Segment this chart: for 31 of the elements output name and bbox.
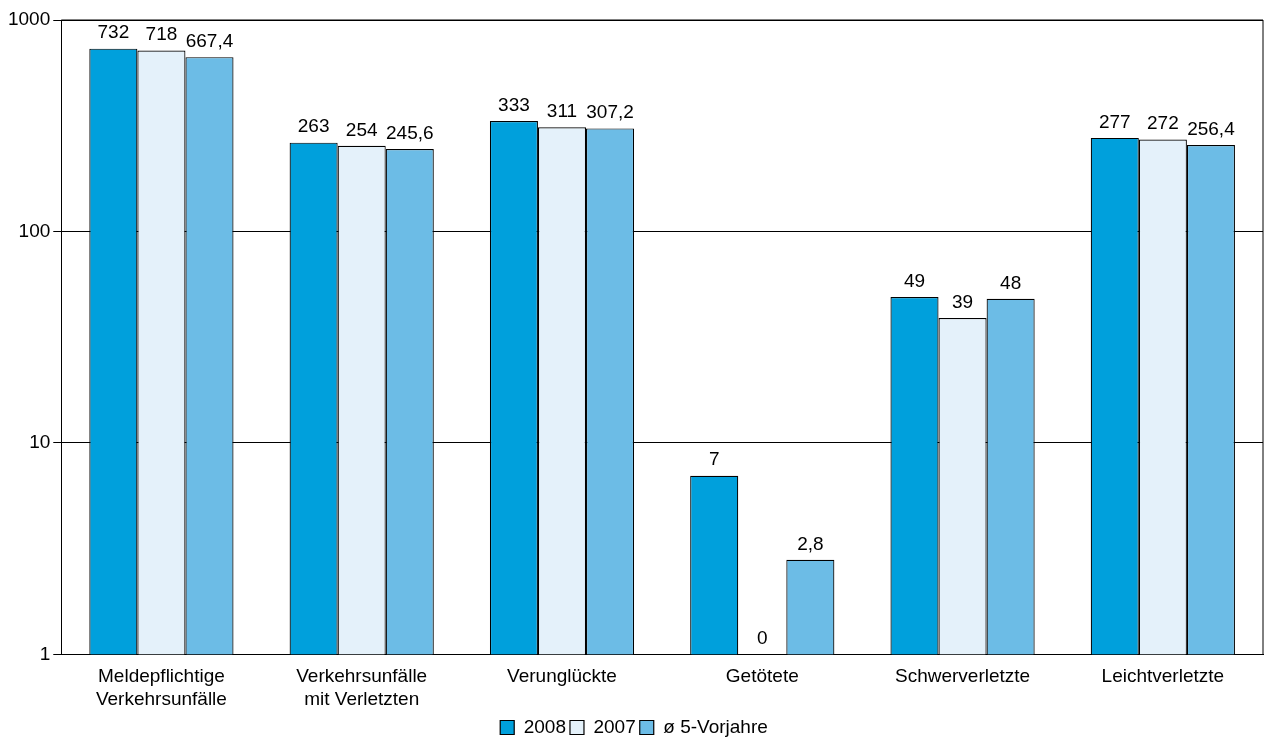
x-tick-label: Leichtverletzte <box>1101 665 1225 687</box>
data-label: 49 <box>903 269 926 291</box>
data-label: 277 <box>1098 110 1131 132</box>
data-label: 7 <box>708 448 720 470</box>
data-label: 48 <box>1000 271 1022 293</box>
data-label: 245,6 <box>386 121 434 143</box>
data-label: 272 <box>1147 112 1179 134</box>
x-tick-label: Schwerverletzte <box>894 665 1031 687</box>
data-label: 307,2 <box>586 101 634 123</box>
data-label: 39 <box>952 290 974 312</box>
x-tick-label: Getötete <box>725 665 799 687</box>
y-tick-label: 100 <box>18 219 51 241</box>
data-label: 333 <box>498 93 530 115</box>
data-label: 667,4 <box>185 29 234 51</box>
legend-label: ø 5-Vorjahre <box>663 715 768 737</box>
data-label: 263 <box>297 115 330 137</box>
y-tick-label: 1000 <box>7 8 51 30</box>
legend-label: 2007 <box>593 715 636 737</box>
y-tick-label: 10 <box>29 431 51 453</box>
x-tick-label: Verunglückte <box>507 665 617 687</box>
x-tick-label: Verkehrsunfälle mit Verletzten <box>296 665 428 709</box>
legend-label: 2008 <box>523 715 566 737</box>
data-label: 732 <box>97 21 130 43</box>
x-tick-label: Meldepflichtige Verkehrsunfälle <box>95 665 227 709</box>
data-label: 254 <box>345 118 378 140</box>
text: 0 <box>756 627 768 649</box>
data-label: 256,4 <box>1187 117 1236 139</box>
data-label: 718 <box>145 23 178 45</box>
data-label: 2,8 <box>797 532 824 554</box>
data-label: 311 <box>546 100 578 121</box>
y-tick-label: 1 <box>39 642 51 664</box>
